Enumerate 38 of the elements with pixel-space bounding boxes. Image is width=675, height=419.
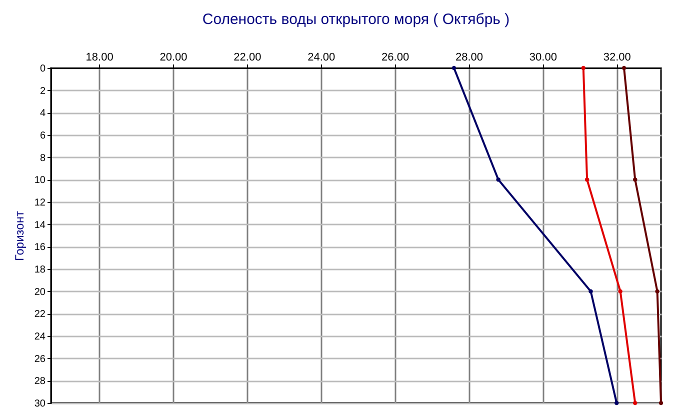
point [618,289,622,294]
point [633,400,638,406]
point [581,66,586,70]
x-tick-label: 24.00 [308,52,336,64]
y-tick-label: 8 [40,152,46,164]
y-tick-label: 16 [34,242,46,254]
point [655,289,660,294]
point [633,178,638,182]
point [588,289,593,294]
y-tick-label: 20 [34,286,46,298]
x-tick-label: 26.00 [382,52,410,64]
y-tick-label: 28 [34,376,46,388]
x-tick-label: 30.00 [529,52,557,64]
point [452,66,456,70]
point [622,66,626,70]
y-tick-label: 4 [40,108,46,120]
x-tick-label: 28.00 [455,52,484,64]
point [584,178,590,182]
point [614,400,619,406]
y-tick-label: 14 [34,220,46,231]
y-tick-label: 6 [40,130,46,142]
y-tick-label: 30 [34,398,46,410]
x-tick-label: 22.00 [234,52,262,64]
y-axis-title: Горизонт [12,210,26,261]
x-tick-label: 20.00 [160,52,188,64]
point [658,400,664,406]
point [496,178,500,182]
y-tick-label: 12 [34,198,46,208]
y-tick-label: 18 [34,264,46,276]
y-tick-label: 10 [34,175,46,186]
y-tick-label: 26 [34,354,46,365]
x-tick-label: 32.00 [603,52,631,64]
y-tick-label: 22 [34,309,46,320]
y-tick-label: 24 [34,332,46,342]
y-tick-label: 0 [40,64,46,74]
chart-title: Соленость воды открытого моря ( Октябрь ) [202,11,510,28]
x-tick-label: 18.00 [86,52,114,64]
y-tick-label: 2 [40,86,46,97]
